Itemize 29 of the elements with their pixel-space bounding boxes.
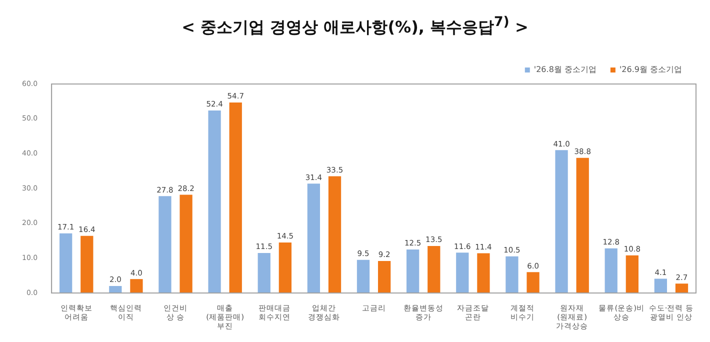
bar: [555, 150, 568, 293]
chart-title: < 중소기업 경영상 애로사항(%), 복수응답$^{7)}$ >: [180, 14, 530, 38]
bar: [278, 242, 292, 293]
bar: [307, 184, 320, 293]
bar: [526, 272, 540, 293]
bar: [109, 286, 122, 293]
bar: [60, 233, 72, 293]
bar: [604, 248, 618, 293]
bar: [626, 255, 638, 293]
bar: [576, 158, 589, 293]
bar: [130, 279, 143, 293]
bar: [378, 260, 391, 293]
bar: [456, 252, 469, 293]
bar: [180, 194, 192, 293]
bar: [477, 253, 490, 293]
legend-label: '26.8월 중소기업: [534, 65, 596, 74]
bar: [80, 236, 94, 293]
bar: [506, 256, 518, 293]
bar: [258, 252, 270, 293]
bar: [328, 176, 342, 293]
bar: [675, 284, 688, 293]
bar: [356, 260, 370, 293]
bar: [229, 102, 242, 293]
bar: [208, 110, 221, 293]
legend-label: '26.9월 중소기업: [619, 65, 682, 74]
bar: [406, 249, 420, 293]
bar: [428, 246, 440, 293]
bar: [158, 196, 172, 293]
bar: [654, 278, 667, 293]
